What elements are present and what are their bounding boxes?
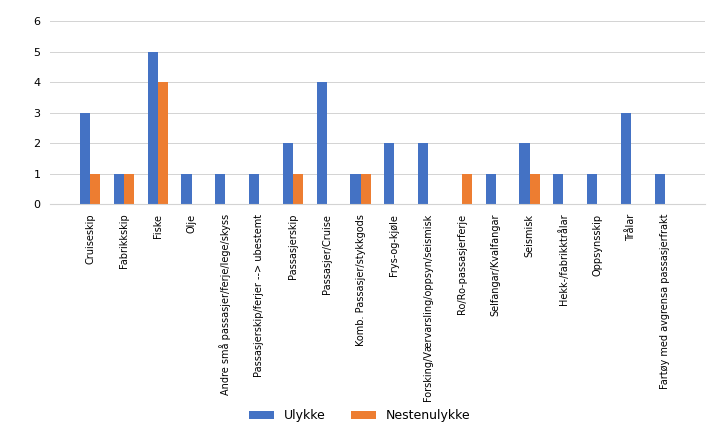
Bar — [215, 173, 225, 204]
Bar — [587, 173, 597, 204]
Bar — [181, 173, 191, 204]
Bar — [157, 82, 168, 204]
Bar — [147, 52, 157, 204]
Bar — [654, 173, 665, 204]
Bar — [519, 143, 530, 204]
Legend: Ulykke, Nestenulykke: Ulykke, Nestenulykke — [244, 404, 475, 425]
Bar — [350, 173, 360, 204]
Bar — [620, 113, 631, 204]
Bar — [530, 173, 540, 204]
Bar — [80, 113, 90, 204]
Bar — [418, 143, 429, 204]
Bar — [249, 173, 259, 204]
Bar — [384, 143, 395, 204]
Bar — [462, 173, 472, 204]
Bar — [553, 173, 564, 204]
Bar — [360, 173, 371, 204]
Bar — [293, 173, 303, 204]
Bar — [485, 173, 496, 204]
Bar — [124, 173, 134, 204]
Bar — [283, 143, 293, 204]
Bar — [90, 173, 101, 204]
Bar — [316, 82, 326, 204]
Bar — [114, 173, 124, 204]
